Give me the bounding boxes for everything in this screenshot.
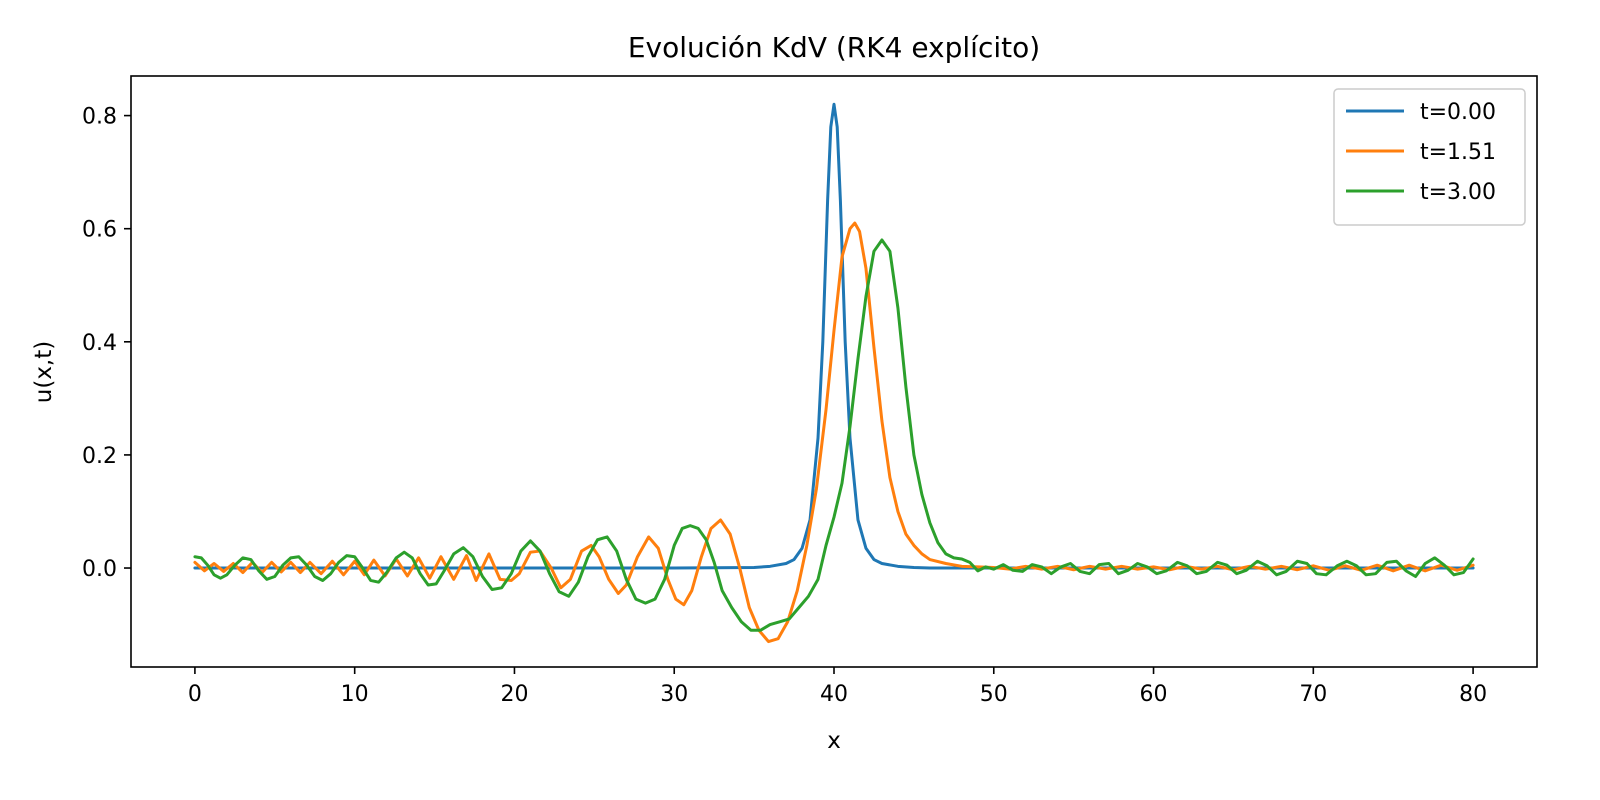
plot-area <box>193 102 1475 644</box>
x-tick-label: 60 <box>1140 682 1168 707</box>
x-tick-label: 0 <box>188 682 202 707</box>
x-tick-label: 10 <box>341 682 369 707</box>
chart-title: Evolución KdV (RK4 explícito) <box>628 31 1040 64</box>
x-tick-label: 80 <box>1459 682 1487 707</box>
legend: t=0.00 t=1.51 t=3.00 <box>1333 88 1526 226</box>
x-tick-label: 50 <box>980 682 1008 707</box>
legend-label-1: t=1.51 <box>1420 140 1496 165</box>
y-tick-label: 0.0 <box>82 557 117 582</box>
x-tick-label: 20 <box>500 682 528 707</box>
x-axis-label: x <box>827 728 841 754</box>
x-tick-label: 30 <box>660 682 688 707</box>
x-tick-label: 70 <box>1299 682 1327 707</box>
y-tick-label: 0.6 <box>82 218 117 243</box>
y-tick-label: 0.8 <box>82 105 117 130</box>
legend-label-0: t=0.00 <box>1420 100 1496 125</box>
series-line-0 <box>193 102 1475 570</box>
y-axis: 0.0 0.2 0.4 0.6 0.8 <box>82 105 131 582</box>
legend-label-2: t=3.00 <box>1420 180 1496 205</box>
y-tick-label: 0.4 <box>82 331 117 356</box>
y-axis-label: u(x,t) <box>31 341 57 403</box>
x-axis: 0 10 20 30 40 50 60 70 80 <box>188 667 1487 707</box>
series-line-1 <box>193 221 1475 644</box>
x-tick-label: 40 <box>820 682 848 707</box>
y-tick-label: 0.2 <box>82 444 117 469</box>
series-line-2 <box>193 238 1475 632</box>
